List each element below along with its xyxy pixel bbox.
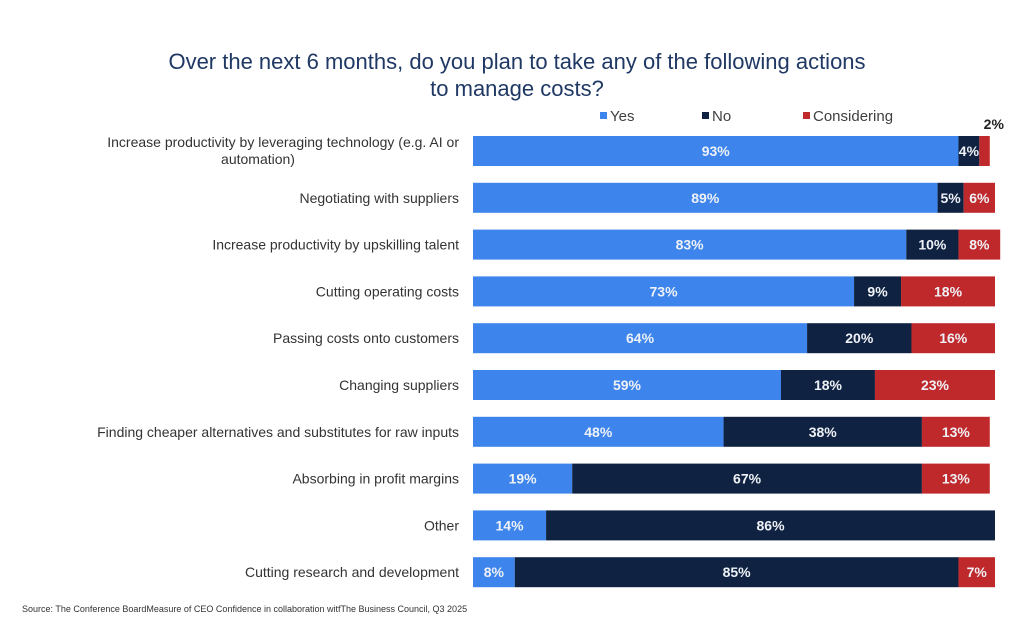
data-label-yes: 48% [584, 424, 613, 440]
bar-segment-considering [901, 276, 995, 307]
bar-segment-yes [473, 182, 938, 213]
data-label-yes: 14% [496, 517, 525, 533]
bar-row: Other 14% 86% [424, 510, 995, 541]
data-label-yes: 89% [691, 190, 720, 206]
data-label-considering: 16% [939, 330, 968, 346]
bar-row: Changing suppliers 59% 18% 23% [339, 370, 995, 400]
bar-segment-no [906, 229, 959, 260]
data-label-yes: 93% [702, 143, 731, 159]
data-label-no: 20% [845, 330, 874, 346]
bar-row: Negotiating with suppliers 89% 5% 6% [299, 182, 995, 213]
data-label-considering: 13% [942, 424, 971, 440]
legend-label-no: No [712, 108, 732, 125]
bar-segment-yes [473, 229, 907, 260]
bar-segment-yes [473, 510, 547, 541]
bar-segment-no [807, 323, 912, 354]
category-label: Cutting operating costs [316, 283, 459, 299]
bar-row: Passing costs onto customers 64% 20% 16% [273, 323, 995, 354]
category-label-line: Increase productivity by leveraging tech… [107, 134, 459, 150]
legend-label-considering: Considering [813, 108, 894, 125]
bar-segment-considering [874, 370, 995, 400]
source-note: Source: The Conference BoardMeasure of C… [22, 604, 468, 614]
bar-segment-no [780, 370, 875, 400]
legend-swatch-considering [803, 112, 810, 119]
legend-label-yes: Yes [610, 108, 635, 125]
data-label-no: 67% [733, 471, 762, 487]
data-label-considering: 23% [921, 377, 950, 393]
legend-item-no: No [702, 108, 731, 125]
legend-swatch-no [702, 112, 709, 119]
chart-title-line-1: Over the next 6 months, do you plan to t… [168, 49, 866, 74]
bar-row: Increase productivity by leveraging tech… [107, 116, 1004, 167]
category-label: Increase productivity by leveraging tech… [107, 134, 459, 167]
category-label: Cutting research and development [245, 564, 459, 580]
legend-swatch-yes [600, 112, 607, 119]
data-label-yes: 64% [626, 330, 655, 346]
data-label-no: 86% [757, 517, 786, 533]
data-label-no: 9% [867, 283, 888, 299]
data-label-no: 85% [723, 564, 752, 580]
bar-segment-considering [979, 136, 990, 166]
data-label-no: 5% [941, 190, 962, 206]
data-label-yes: 83% [676, 237, 705, 253]
category-label: Passing costs onto customers [273, 330, 459, 346]
bar-segment-considering [921, 416, 990, 447]
bar-segment-no [572, 463, 922, 494]
bar-segment-considering [921, 463, 990, 494]
bar-segment-no [854, 276, 902, 307]
bar-segment-considering [963, 182, 995, 213]
bar-segment-yes [473, 136, 959, 166]
bar-row: Cutting operating costs 73% 9% 18% [316, 276, 995, 307]
data-label-no: 38% [809, 424, 838, 440]
bar-row: Absorbing in profit margins 19% 67% 13% [292, 463, 990, 494]
category-label: Changing suppliers [339, 377, 459, 393]
data-label-considering: 13% [942, 471, 971, 487]
legend-item-yes: Yes [600, 108, 634, 125]
bar-segment-no [937, 182, 964, 213]
bar-segment-yes [473, 463, 573, 494]
data-label-yes: 19% [509, 471, 538, 487]
bar-segment-yes [473, 276, 855, 307]
category-label: Absorbing in profit margins [292, 471, 459, 487]
legend-item-considering: Considering [803, 108, 893, 125]
category-label: Increase productivity by upskilling tale… [212, 237, 459, 253]
bar-segment-no [958, 136, 980, 166]
data-label-yes: 73% [650, 283, 679, 299]
bar-segment-considering [958, 557, 995, 588]
chart-title: Over the next 6 months, do you plan to t… [0, 48, 1024, 102]
category-label-line: automation) [221, 151, 295, 167]
bar-segment-no [514, 557, 959, 588]
bar-segment-yes [473, 323, 808, 354]
bar-segment-yes [473, 557, 515, 588]
bar-segment-considering [911, 323, 995, 354]
bar-segment-no [723, 416, 922, 447]
bar-row: Cutting research and development 8% 85% 7% [245, 557, 995, 588]
chart-title-line-2: to manage costs? [430, 76, 604, 101]
data-label-no: 10% [918, 237, 947, 253]
bar-row: Increase productivity by upskilling tale… [212, 229, 1001, 260]
data-label-no: 18% [814, 377, 843, 393]
bar-segment-no [546, 510, 995, 541]
bar-segment-considering [958, 229, 1001, 260]
bar-row: Finding cheaper alternatives and substit… [97, 416, 990, 447]
category-label: Finding cheaper alternatives and substit… [97, 424, 459, 440]
data-label-yes: 8% [484, 564, 505, 580]
data-label-yes: 59% [613, 377, 642, 393]
data-label-considering: 8% [969, 237, 990, 253]
data-label-considering: 6% [969, 190, 990, 206]
data-label-considering: 2% [984, 116, 1005, 132]
category-label: Negotiating with suppliers [299, 190, 459, 206]
bar-segment-yes [473, 416, 724, 447]
category-label: Other [424, 517, 459, 533]
data-label-considering: 18% [934, 283, 963, 299]
bar-segment-yes [473, 370, 781, 400]
data-label-no: 4% [959, 143, 980, 159]
data-label-considering: 7% [967, 564, 988, 580]
